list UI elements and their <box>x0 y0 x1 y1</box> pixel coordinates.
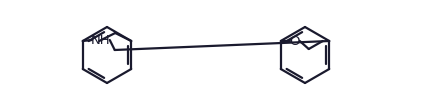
Text: NH: NH <box>91 34 110 47</box>
Text: O: O <box>289 35 300 48</box>
